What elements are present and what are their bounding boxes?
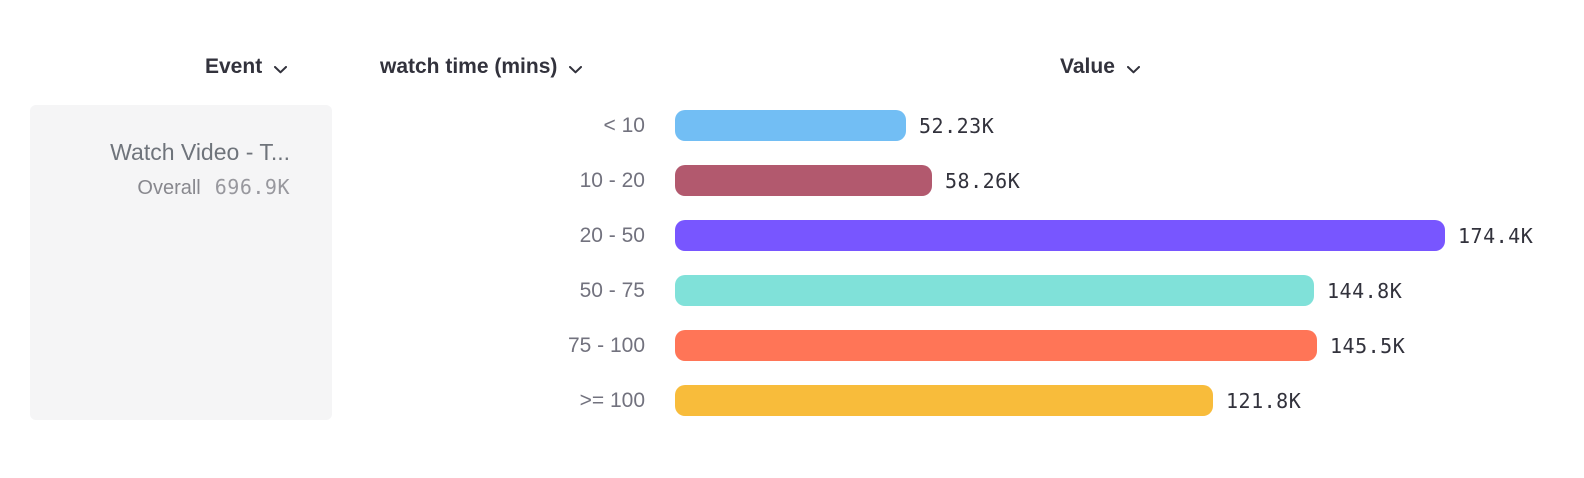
event-card-title: Watch Video - T... — [110, 139, 290, 165]
bar-value-label: 144.8K — [1327, 278, 1403, 303]
bar-category-label: 50 - 75 — [579, 278, 645, 302]
bar-row: 10 - 20 58.26K — [0, 153, 1584, 208]
bar-row: >= 100 121.8K — [0, 373, 1584, 428]
column-header-event-label: Event — [205, 54, 263, 78]
bar-category-label: 10 - 20 — [579, 168, 645, 192]
column-header-event[interactable]: Event — [205, 53, 288, 80]
column-header-value-label: Value — [1060, 54, 1115, 78]
bar-track: 52.23K — [675, 110, 1584, 141]
bar-value-label: 174.4K — [1458, 223, 1534, 248]
bar-category-label: 75 - 100 — [567, 333, 645, 357]
bar-value-label: 145.5K — [1330, 333, 1406, 358]
overall-label: Overall — [137, 177, 201, 199]
column-header-watch-time[interactable]: watch time (mins) — [380, 53, 583, 80]
bar[interactable] — [675, 165, 932, 196]
bar-row: < 10 52.23K — [0, 98, 1584, 153]
bar-value-label: 121.8K — [1226, 388, 1302, 413]
bar[interactable] — [675, 110, 906, 141]
chevron-down-icon — [274, 56, 288, 80]
bar-track: 58.26K — [675, 165, 1584, 196]
bar-category-label: 20 - 50 — [579, 223, 645, 247]
bar-row: 50 - 75 144.8K — [0, 263, 1584, 318]
bar-value-label: 58.26K — [945, 168, 1021, 193]
bar-track: 144.8K — [675, 275, 1584, 306]
bar-track: 174.4K — [675, 220, 1584, 251]
chevron-down-icon — [569, 56, 583, 80]
chevron-down-icon — [1126, 56, 1140, 80]
event-card[interactable]: Watch Video - T... Overall 696.9K — [30, 105, 332, 420]
bar-row: 75 - 100 145.5K — [0, 318, 1584, 373]
column-header-watch-time-label: watch time (mins) — [380, 54, 558, 78]
overall-value: 696.9K — [214, 175, 290, 199]
bar[interactable] — [675, 385, 1213, 416]
bar-track: 145.5K — [675, 330, 1584, 361]
event-card-overall: Overall 696.9K — [30, 175, 290, 200]
column-header-value[interactable]: Value — [1060, 53, 1140, 80]
bar-chart-rows: < 10 52.23K 10 - 20 58.26K 20 - 50 174.4K 50 -… — [0, 98, 1584, 428]
bar-track: 121.8K — [675, 385, 1584, 416]
bar-category-label: < 10 — [603, 113, 645, 137]
bar-value-label: 52.23K — [919, 113, 995, 138]
bar-category-label: >= 100 — [579, 388, 645, 412]
bar[interactable] — [675, 330, 1317, 361]
bar[interactable] — [675, 220, 1445, 251]
bar-row: 20 - 50 174.4K — [0, 208, 1584, 263]
bar[interactable] — [675, 275, 1314, 306]
